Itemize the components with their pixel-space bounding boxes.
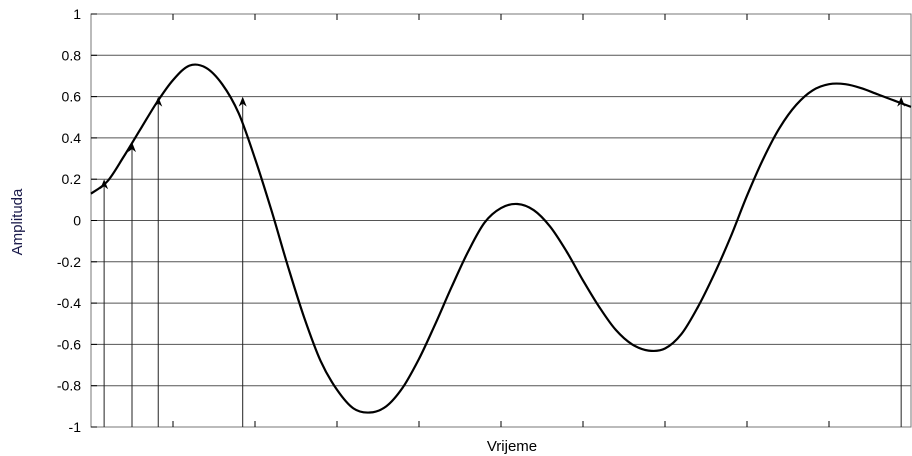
- y-tick-label: 1: [73, 6, 81, 22]
- gridlines: [91, 54, 911, 387]
- sample-arrowhead: [128, 142, 136, 153]
- y-tick-label: 0.6: [62, 89, 82, 105]
- signal-curve: [90, 63, 912, 414]
- sample-arrowhead: [238, 96, 247, 107]
- y-tick-label: 0.8: [62, 47, 82, 63]
- y-tick-label: 0.2: [62, 171, 82, 187]
- y-axis-label: Amplituda: [9, 188, 26, 255]
- y-tick-label: 0.4: [62, 130, 82, 146]
- x-axis-ticks: [172, 14, 830, 427]
- y-tick-label: -1: [69, 419, 82, 435]
- y-tick-label: 0: [73, 213, 81, 229]
- sample-arrowheads: [100, 96, 906, 190]
- y-tick-label: -0.4: [57, 295, 81, 311]
- y-tick-label: -0.8: [57, 378, 81, 394]
- x-axis-label: Vrijeme: [487, 438, 537, 455]
- y-axis-ticks: 1 0.8 0.6 0.4 0.2 0 -0.2 -0.4 -0.6 -0.8 -1: [57, 6, 97, 435]
- sample-lines: [103, 102, 902, 427]
- sample-arrowhead: [897, 96, 906, 107]
- sample-arrowhead: [154, 96, 163, 107]
- y-tick-label: -0.6: [57, 336, 81, 352]
- y-tick-label: -0.2: [57, 254, 81, 270]
- sample-arrowhead: [100, 179, 109, 190]
